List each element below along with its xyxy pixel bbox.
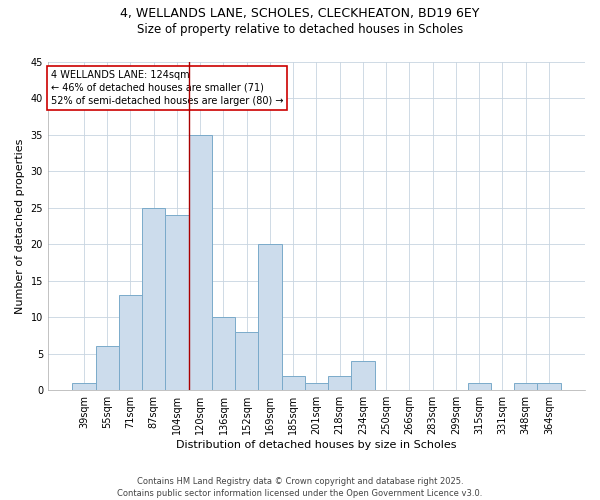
- Bar: [212, 317, 235, 390]
- Bar: [259, 244, 281, 390]
- Bar: [467, 383, 491, 390]
- Bar: [142, 208, 166, 390]
- Text: Size of property relative to detached houses in Scholes: Size of property relative to detached ho…: [137, 22, 463, 36]
- Text: Contains HM Land Registry data © Crown copyright and database right 2025.
Contai: Contains HM Land Registry data © Crown c…: [118, 476, 482, 498]
- Y-axis label: Number of detached properties: Number of detached properties: [15, 138, 25, 314]
- Bar: [73, 383, 95, 390]
- Bar: [281, 376, 305, 390]
- Bar: [514, 383, 538, 390]
- Bar: [119, 295, 142, 390]
- Bar: [166, 215, 188, 390]
- Text: 4 WELLANDS LANE: 124sqm
← 46% of detached houses are smaller (71)
52% of semi-de: 4 WELLANDS LANE: 124sqm ← 46% of detache…: [50, 70, 283, 106]
- Bar: [188, 134, 212, 390]
- Bar: [305, 383, 328, 390]
- Bar: [352, 361, 374, 390]
- Bar: [538, 383, 560, 390]
- Bar: [328, 376, 352, 390]
- X-axis label: Distribution of detached houses by size in Scholes: Distribution of detached houses by size …: [176, 440, 457, 450]
- Bar: [95, 346, 119, 390]
- Bar: [235, 332, 259, 390]
- Text: 4, WELLANDS LANE, SCHOLES, CLECKHEATON, BD19 6EY: 4, WELLANDS LANE, SCHOLES, CLECKHEATON, …: [121, 8, 479, 20]
